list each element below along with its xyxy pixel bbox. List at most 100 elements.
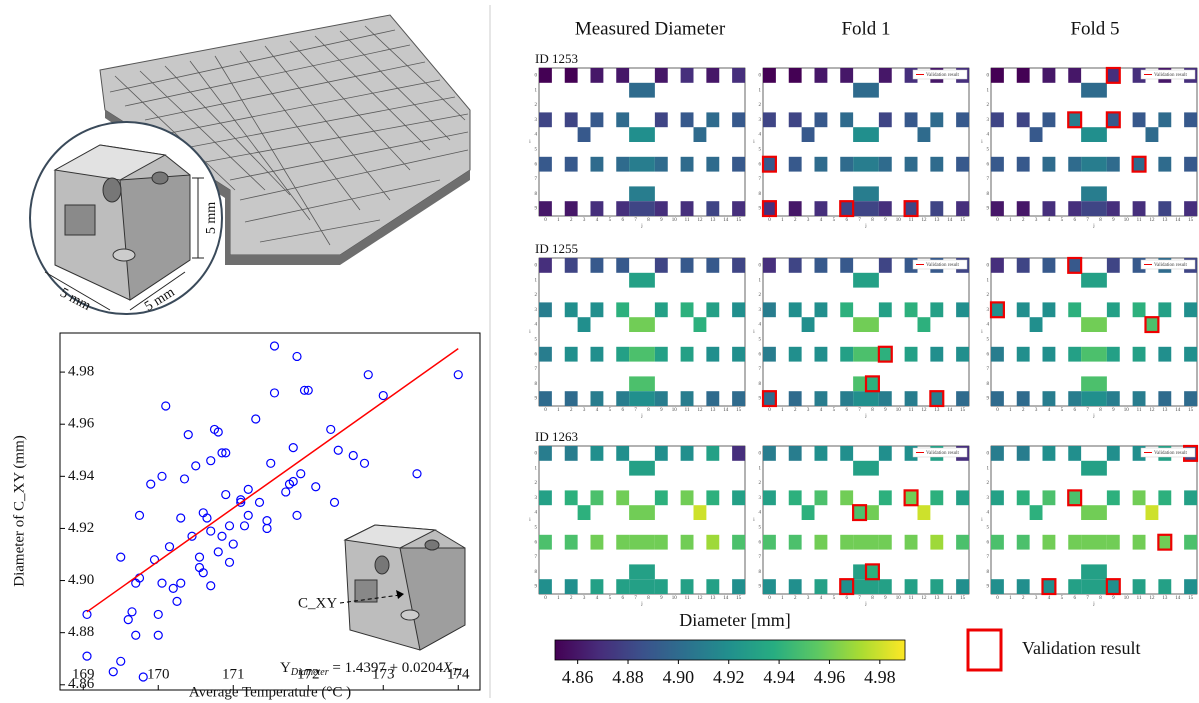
heatmap-cell: [591, 201, 604, 216]
data-point: [83, 652, 91, 660]
heatmap-cell: [565, 446, 578, 461]
heatmap-cell: [1094, 391, 1107, 406]
heatmap-x-tick-label: 13: [710, 408, 716, 413]
heatmap-x-tick-label: 15: [1188, 408, 1194, 413]
heatmap-cell: [1017, 68, 1030, 83]
heatmap-cell: [763, 157, 776, 172]
heatmap-cell: [802, 127, 815, 142]
data-point: [162, 402, 170, 410]
heatmap-cell: [1017, 112, 1030, 127]
heatmap-cell: [565, 201, 578, 216]
heatmap-cell: [1094, 579, 1107, 594]
heatmap-x-label: j: [1092, 602, 1094, 607]
heatmap-y-tick-label: 9: [535, 585, 538, 590]
heatmap-cell: [539, 490, 552, 505]
heatmap-cell: [930, 201, 943, 216]
heatmap-cell: [1158, 535, 1171, 550]
heatmap-cell: [991, 157, 1004, 172]
heatmap-cell: [565, 535, 578, 550]
heatmap-y-tick-label: 4: [759, 511, 762, 516]
heatmap-x-tick-label: 5: [833, 596, 836, 601]
heatmap-x-tick-label: 2: [794, 408, 797, 413]
heatmap-cell: [1043, 68, 1056, 83]
heatmap-cell: [642, 391, 655, 406]
heatmap-cell: [1017, 201, 1030, 216]
data-point: [154, 631, 162, 639]
heatmap-y-tick-label: 9: [535, 397, 538, 402]
heatmap-cell: [655, 347, 668, 362]
heatmap-cell: [1017, 258, 1030, 273]
heatmap-cell: [789, 201, 802, 216]
heatmap-cell: [866, 127, 879, 142]
heatmap-cell: [1043, 112, 1056, 127]
heatmap-x-label: j: [640, 602, 642, 607]
heatmap-x-tick-label: 15: [736, 596, 742, 601]
heatmap-x-tick-label: 6: [621, 596, 624, 601]
heatmap-cell: [681, 391, 694, 406]
heatmap-cell: [815, 535, 828, 550]
heatmap-y-label: i: [753, 330, 755, 335]
heatmap-cell: [578, 505, 591, 520]
heatmap-y-tick-label: 8: [987, 382, 990, 387]
heatmap-cell: [905, 579, 918, 594]
data-point: [181, 475, 189, 483]
heatmap-cell: [681, 579, 694, 594]
heatmap-cell: [1068, 302, 1081, 317]
c-xy-inset: [340, 525, 465, 650]
unit-cell-inset: [30, 122, 222, 314]
heatmap-cell: [629, 273, 642, 288]
heatmap-cell: [853, 505, 866, 520]
heatmap-x-tick-label: 2: [570, 596, 573, 601]
heatmap-cell: [1094, 201, 1107, 216]
heatmap-cell: [956, 112, 969, 127]
heatmap-y-tick-label: 1: [535, 88, 538, 93]
heatmap-cell: [732, 391, 745, 406]
heatmap-x-tick-label: 4: [596, 408, 599, 413]
heatmap-cell: [1081, 391, 1094, 406]
heatmap-cell: [1043, 535, 1056, 550]
heatmap-x-tick-label: 14: [1175, 596, 1181, 601]
data-point: [327, 425, 335, 433]
data-point: [271, 342, 279, 350]
heatmap-x-tick-label: 15: [960, 408, 966, 413]
heatmap-cell: [655, 391, 668, 406]
heatmap-cell: [866, 317, 879, 332]
data-point: [207, 527, 215, 535]
heatmap-cell: [930, 579, 943, 594]
heatmap-cell: [918, 505, 931, 520]
heatmap-cell: [1094, 505, 1107, 520]
heatmap-y-tick-label: 8: [535, 382, 538, 387]
heatmap-cell: [866, 201, 879, 216]
heatmap-cell: [642, 157, 655, 172]
heatmap-cell: [905, 302, 918, 317]
heatmap-cell: [840, 347, 853, 362]
heatmap-y-tick-label: 2: [535, 481, 538, 486]
heatmap-cell: [655, 112, 668, 127]
heatmap-cell: [1043, 391, 1056, 406]
heatmap-x-tick-label: 2: [1022, 408, 1025, 413]
heatmap-cell: [732, 157, 745, 172]
heatmap-cell: [591, 302, 604, 317]
heatmap-cell: [905, 112, 918, 127]
heatmap-x-tick-label: 0: [996, 218, 999, 223]
heatmap-cell: [853, 317, 866, 332]
heatmap-cell: [840, 112, 853, 127]
heatmap-cell: [642, 201, 655, 216]
data-point: [196, 553, 204, 561]
heatmap-cell: [578, 317, 591, 332]
heatmap-x-tick-label: 14: [947, 218, 953, 223]
heatmap-cell: [789, 391, 802, 406]
colorbar-tick-label: 4.90: [663, 667, 695, 687]
heatmap-y-tick-label: 1: [759, 88, 762, 93]
heatmap-x-label: j: [864, 414, 866, 419]
heatmap-cell: [789, 157, 802, 172]
heatmap-cell: [539, 258, 552, 273]
heatmap-cell: [1017, 490, 1030, 505]
heatmap-x-tick-label: 3: [807, 596, 810, 601]
heatmap-cell: [655, 201, 668, 216]
heatmap-cell: [956, 579, 969, 594]
heatmap-y-tick-label: 1: [535, 278, 538, 283]
heatmap-y-tick-label: 8: [987, 192, 990, 197]
heatmap-cell: [565, 391, 578, 406]
heatmap-cell: [930, 112, 943, 127]
